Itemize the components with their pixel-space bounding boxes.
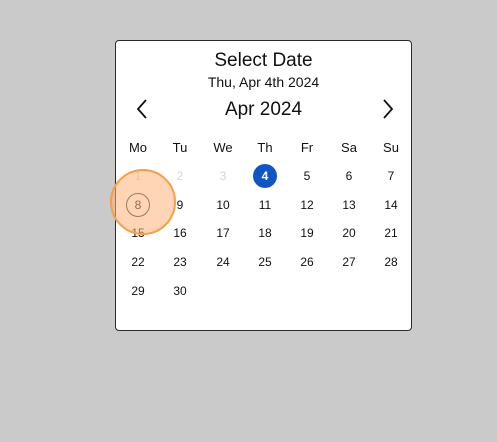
day-cell[interactable]: 17 xyxy=(216,226,230,240)
day-cell[interactable]: 15 xyxy=(131,226,145,240)
weekday-label: Sa xyxy=(341,140,357,155)
previous-month-button[interactable] xyxy=(131,98,153,120)
dialog-title: Select Date xyxy=(214,50,313,71)
day-cell: 3 xyxy=(219,169,227,183)
day-cell[interactable]: 9 xyxy=(176,198,184,212)
month-label: Apr 2024 xyxy=(224,99,303,120)
weekday-label: Tu xyxy=(172,140,188,155)
day-cell[interactable]: 25 xyxy=(258,255,272,269)
day-cell[interactable]: 22 xyxy=(131,255,145,269)
selected-day-cell[interactable]: 4 xyxy=(253,164,277,188)
day-cell[interactable]: 5 xyxy=(303,169,311,183)
day-cell[interactable]: 11 xyxy=(258,198,272,212)
day-cell[interactable]: 7 xyxy=(387,169,395,183)
day-cell[interactable]: 14 xyxy=(384,198,398,212)
date-picker-dialog: Select Date Thu, Apr 4th 2024 Apr 2024 M… xyxy=(115,40,412,331)
weekday-label: Mo xyxy=(128,140,148,155)
weekday-header: Mo Tu We Th Fr Sa Su xyxy=(116,140,413,156)
weekday-label: Su xyxy=(383,140,399,155)
day-cell[interactable]: 12 xyxy=(300,198,314,212)
day-cell[interactable]: 10 xyxy=(216,198,230,212)
day-cell[interactable]: 20 xyxy=(342,226,356,240)
day-cell[interactable]: 19 xyxy=(300,226,314,240)
day-cell[interactable]: 26 xyxy=(300,255,314,269)
weekday-label: Th xyxy=(257,140,273,155)
chevron-left-icon xyxy=(136,99,147,119)
day-cell[interactable]: 21 xyxy=(384,226,398,240)
day-cell[interactable]: 30 xyxy=(173,284,187,298)
day-cell[interactable]: 27 xyxy=(342,255,356,269)
day-cell[interactable]: 29 xyxy=(131,284,145,298)
chevron-right-icon xyxy=(383,99,394,119)
weekday-label: We xyxy=(213,140,233,155)
day-cell[interactable]: 13 xyxy=(342,198,356,212)
day-cell[interactable]: 6 xyxy=(345,169,353,183)
day-cell: 2 xyxy=(176,169,184,183)
day-cell[interactable]: 24 xyxy=(216,255,230,269)
day-cell[interactable]: 16 xyxy=(173,226,187,240)
calendar-grid: 1 2 3 4 5 6 7 8 9 10 11 12 13 14 15 16 17 18 19 20 21 22 23 24 2… xyxy=(116,41,413,332)
selected-date-label: Thu, Apr 4th 2024 xyxy=(207,74,320,90)
day-cell: 1 xyxy=(134,169,142,183)
day-cell[interactable]: 23 xyxy=(173,255,187,269)
day-cell[interactable]: 8 xyxy=(126,193,150,217)
day-cell[interactable]: 18 xyxy=(258,226,272,240)
next-month-button[interactable] xyxy=(377,98,399,120)
weekday-label: Fr xyxy=(300,140,314,155)
day-cell[interactable]: 28 xyxy=(384,255,398,269)
